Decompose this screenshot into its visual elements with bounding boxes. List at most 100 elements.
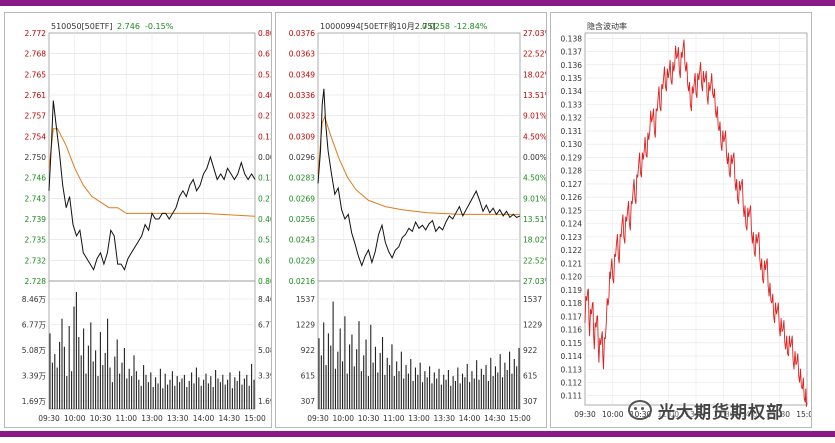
percent-tick-label: 0.13% <box>258 174 271 183</box>
iv-chart-panel: 隐含波动率 0.138 0.137 0.136 0.135 0.134 0.133 0.132… <box>550 12 818 428</box>
volume-tick-label-right: 6.77万 <box>258 321 271 330</box>
iv-tick-label: 0.126 <box>561 193 583 202</box>
time-tick-label: 15:00 <box>244 414 266 423</box>
chart-header-price: 2.746 <box>117 22 140 31</box>
iv-time-tick-label: 09:30 <box>574 410 596 419</box>
iv-tick-label: 0.116 <box>561 326 583 335</box>
time-tick-label: 10:00 <box>332 414 354 423</box>
percent-tick-label: 0.27% <box>258 112 271 121</box>
price-tick-label: 2.728 <box>25 277 47 286</box>
percent-tick-label: 18.02% <box>523 70 546 79</box>
price-tick-label: 2.743 <box>25 194 47 203</box>
percent-tick-label: 0.53% <box>258 236 271 245</box>
bottom-frame-bar <box>0 431 835 437</box>
percent-tick-label: 0.67% <box>258 50 271 59</box>
volume-tick-label-right: 1537 <box>523 295 542 304</box>
chart-header-code: 10000994[50ETF购10月2.75] <box>320 21 436 31</box>
option-chart: 10000994[50ETF购10月2.75]0.0258 -12.84% 0.03… <box>289 21 552 423</box>
etf-chart: 510050[50ETF] 2.746 -0.15% 2.772 0.80% 2.768 0… <box>22 22 283 423</box>
price-tick-label: 0.0229 <box>289 256 315 265</box>
implied-volatility-line <box>584 39 808 407</box>
percent-tick-label: 9.01% <box>523 194 546 203</box>
percent-tick-label: 0.80% <box>258 277 271 286</box>
iv-time-tick-label: 11:00 <box>657 410 679 419</box>
iv-tick-label: 0.121 <box>561 259 583 268</box>
iv-time-tick-label: 15:00 <box>796 410 811 419</box>
iv-tick-label: 0.129 <box>561 153 583 162</box>
volume-tick-label: 1.69万 <box>22 397 47 406</box>
price-tick-label: 2.772 <box>25 29 47 38</box>
time-tick-label: 11:00 <box>383 414 405 423</box>
iv-tick-label: 0.136 <box>561 61 583 70</box>
volume-tick-label: 1229 <box>296 321 315 330</box>
time-tick-label: 11:00 <box>115 414 137 423</box>
price-tick-label: 0.0349 <box>289 70 315 79</box>
time-tick-label: 09:30 <box>307 414 329 423</box>
chart-header-change: -12.84% <box>454 22 488 31</box>
volume-tick-label: 615 <box>301 372 316 381</box>
iv-tick-label: 0.138 <box>561 34 583 43</box>
time-tick-label: 10:30 <box>90 414 112 423</box>
iv-tick-label: 0.115 <box>561 339 583 348</box>
iv-tick-label: 0.135 <box>561 74 583 83</box>
percent-tick-label: 4.50% <box>523 132 546 141</box>
iv-time-tick-label: 13:30 <box>713 410 735 419</box>
time-tick-label: 13:00 <box>141 414 163 423</box>
price-tick-label: 0.0336 <box>289 91 315 100</box>
price-tick-label: 0.0309 <box>289 132 315 141</box>
price-tick-label: 0.0256 <box>289 215 315 224</box>
average-price-line <box>317 115 520 215</box>
percent-tick-label: 0.40% <box>258 215 271 224</box>
price-tick-label: 0.0376 <box>289 29 315 38</box>
percent-tick-label: 22.52% <box>523 50 546 59</box>
price-tick-label: 2.746 <box>25 174 47 183</box>
price-tick-label: 2.757 <box>25 112 47 121</box>
volume-tick-label: 307 <box>301 397 316 406</box>
percent-tick-label: 0.40% <box>258 91 271 100</box>
time-tick-label: 13:30 <box>167 414 189 423</box>
time-tick-label: 13:00 <box>408 414 430 423</box>
iv-tick-label: 0.124 <box>561 220 583 229</box>
percent-tick-label: 0.00% <box>523 153 546 162</box>
average-price-line <box>48 128 256 217</box>
iv-tick-label: 0.123 <box>561 233 583 242</box>
percent-tick-label: 0.80% <box>258 29 271 38</box>
price-line <box>48 100 256 271</box>
percent-tick-label: 0.53% <box>258 70 271 79</box>
watermark: 光大期货期权部 <box>628 396 808 424</box>
iv-tick-label: 0.134 <box>561 87 583 96</box>
percent-tick-label: 0.00% <box>258 153 271 162</box>
wechat-icon <box>628 400 652 420</box>
volume-tick-label: 5.08万 <box>22 346 47 355</box>
volume-tick-label-right: 8.46万 <box>258 295 271 304</box>
top-frame-bar <box>0 0 835 6</box>
etf-chart-panel: 510050[50ETF] 2.746 -0.15% 2.772 0.80% 2.768 0… <box>4 12 283 428</box>
volume-tick-label-right: 3.39万 <box>258 372 271 381</box>
iv-chart-title: 隐含波动率 <box>587 21 627 31</box>
percent-tick-label: 13.51% <box>523 215 546 224</box>
price-tick-label: 0.0283 <box>289 174 315 183</box>
iv-tick-label: 0.133 <box>561 100 583 109</box>
volume-tick-label-right: 5.08万 <box>258 346 271 355</box>
iv-tick-label: 0.128 <box>561 167 583 176</box>
option-chart-panel: 10000994[50ETF购10月2.75] 0.0258 -12.84% 0.03… <box>275 12 552 428</box>
iv-tick-label: 0.122 <box>561 246 583 255</box>
price-tick-label: 0.0363 <box>289 50 315 59</box>
price-tick-label: 0.0323 <box>289 112 315 121</box>
iv-tick-label: 0.113 <box>561 365 583 374</box>
price-tick-label: 0.0243 <box>289 236 315 245</box>
time-tick-label: 09:30 <box>38 414 60 423</box>
volume-tick-label-right: 1.69万 <box>258 397 271 406</box>
iv-tick-label: 0.118 <box>561 299 583 308</box>
iv-tick-label: 0.125 <box>561 206 583 215</box>
price-tick-label: 2.750 <box>25 153 47 162</box>
iv-tick-label: 0.131 <box>561 127 583 136</box>
percent-tick-label: 22.52% <box>523 256 546 265</box>
chart-header-code: 510050[50ETF] <box>51 22 113 31</box>
percent-tick-label: 13.51% <box>523 91 546 100</box>
price-tick-label: 2.768 <box>25 50 47 59</box>
volume-tick-label: 8.46万 <box>22 295 47 304</box>
iv-tick-label: 0.137 <box>561 48 583 57</box>
iv-tick-label: 0.130 <box>561 140 583 149</box>
percent-tick-label: 9.01% <box>523 112 546 121</box>
